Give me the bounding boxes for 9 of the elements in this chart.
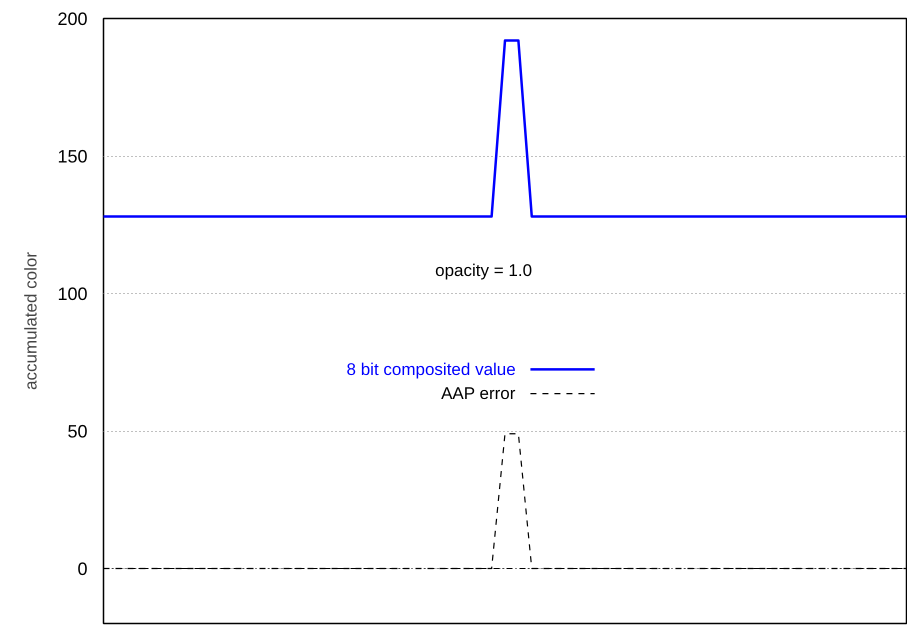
annotation: opacity = 1.0 <box>435 260 532 280</box>
y-tick-label: 0 <box>77 559 88 579</box>
y-tick-label: 100 <box>57 284 88 304</box>
legend-label: AAP error <box>441 384 516 404</box>
y-axis-title: accumulated color <box>21 252 40 390</box>
y-tick-label: 50 <box>67 422 88 442</box>
legend-label: 8 bit composited value <box>346 360 516 379</box>
y-tick-label: 150 <box>57 146 88 166</box>
y-tick-label: 200 <box>57 9 88 29</box>
